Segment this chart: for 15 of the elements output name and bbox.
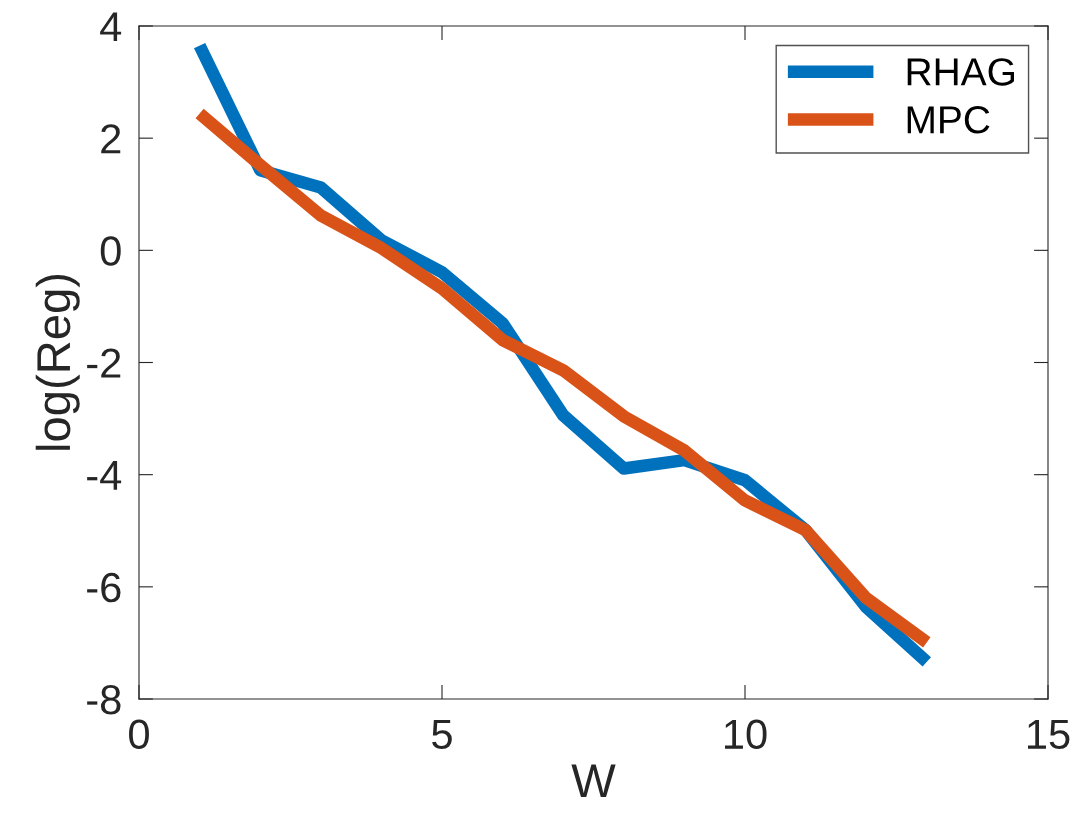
x-tick-label: 10 bbox=[725, 719, 767, 750]
x-tick-label: 5 bbox=[432, 719, 452, 750]
legend-label: RHAG bbox=[907, 58, 1014, 86]
y-tick-label: -6 bbox=[87, 572, 121, 603]
y-tick-label: 0 bbox=[100, 236, 121, 266]
legend-label: MPC bbox=[907, 106, 990, 134]
x-tick-label: 0 bbox=[129, 719, 149, 750]
y-tick-label: -2 bbox=[87, 348, 121, 378]
y-tick-label: -4 bbox=[87, 461, 122, 490]
y-axis-title: log(Reg) bbox=[35, 274, 80, 450]
x-axis-title: W bbox=[571, 764, 616, 798]
y-tick-label: 4 bbox=[100, 12, 122, 42]
x-tick-label: 15 bbox=[1028, 719, 1070, 750]
y-tick-label: 2 bbox=[101, 124, 121, 154]
y-tick-label: -8 bbox=[87, 685, 121, 715]
